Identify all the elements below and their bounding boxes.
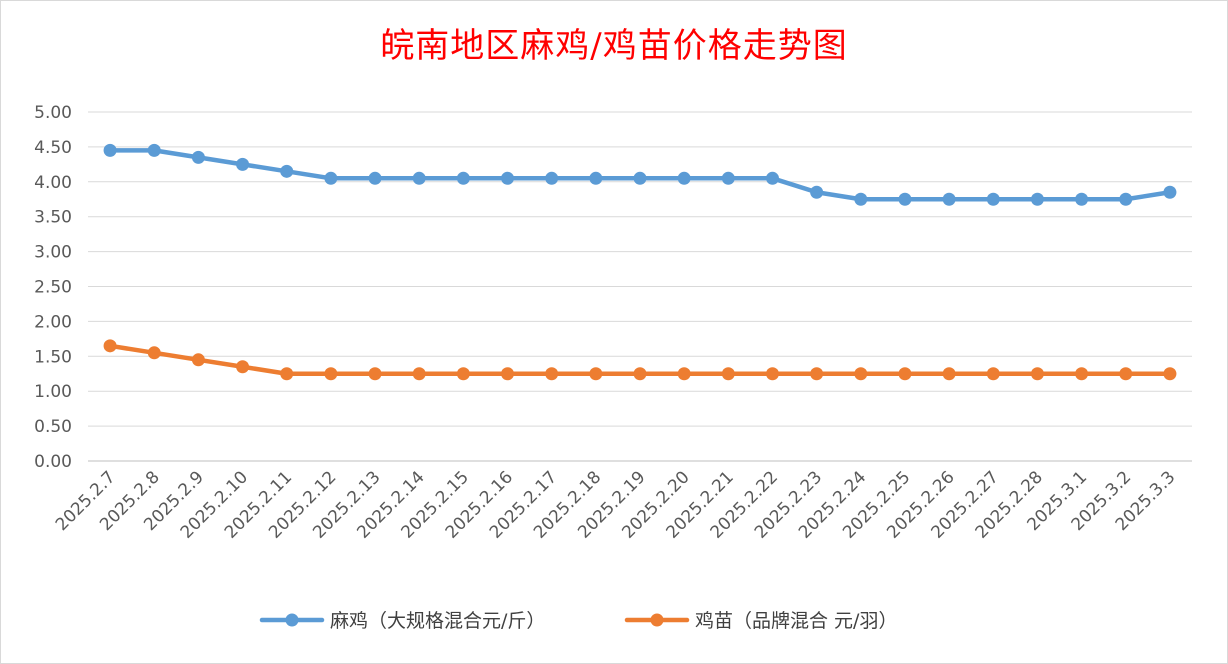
data-point xyxy=(898,192,912,206)
y-tick-label: 1.50 xyxy=(34,347,72,367)
data-point xyxy=(236,157,250,171)
data-point xyxy=(854,192,868,206)
data-point xyxy=(677,367,691,381)
data-point xyxy=(545,171,559,185)
data-point xyxy=(633,367,647,381)
data-point xyxy=(633,171,647,185)
data-point xyxy=(677,171,691,185)
data-point xyxy=(368,367,382,381)
y-tick-label: 1.00 xyxy=(34,382,72,402)
data-point xyxy=(810,185,824,199)
data-point xyxy=(986,192,1000,206)
data-point xyxy=(324,171,338,185)
data-point xyxy=(589,171,603,185)
data-point xyxy=(721,171,735,185)
data-point xyxy=(589,367,603,381)
data-point xyxy=(1163,185,1177,199)
y-tick-label: 2.00 xyxy=(34,312,72,332)
y-axis: 0.00 0.50 1.00 1.50 2.00 2.50 3.00 3.50 4.00 4.50… xyxy=(34,103,72,472)
data-point xyxy=(103,339,117,353)
data-point xyxy=(942,367,956,381)
y-tick-label: 4.50 xyxy=(34,138,72,158)
y-tick-label: 0.00 xyxy=(34,452,72,472)
data-point xyxy=(721,367,735,381)
data-point xyxy=(147,346,161,360)
data-point xyxy=(1119,367,1133,381)
series-2 xyxy=(103,339,1177,381)
legend-item: 鸡苗（品牌混合 元/羽） xyxy=(624,610,897,632)
legend-swatch-marker xyxy=(650,613,664,627)
data-point xyxy=(147,143,161,157)
data-point xyxy=(501,367,515,381)
y-tick-label: 3.00 xyxy=(34,243,72,263)
series-layer xyxy=(103,143,1177,381)
y-tick-label: 2.50 xyxy=(34,278,72,298)
grid-layer xyxy=(88,111,1192,462)
data-point xyxy=(412,367,426,381)
data-point xyxy=(368,171,382,185)
series-1 xyxy=(103,143,1177,206)
legend-label: 鸡苗（品牌混合 元/羽） xyxy=(695,610,897,632)
data-point xyxy=(1030,192,1044,206)
data-point xyxy=(986,367,1000,381)
data-point xyxy=(456,367,470,381)
data-point xyxy=(1119,192,1133,206)
x-axis: 2025.2.72025.2.82025.2.92025.2.102025.2.… xyxy=(52,467,1180,542)
legend-item: 麻鸡（大规格混合元/斤） xyxy=(259,610,545,632)
y-tick-label: 4.00 xyxy=(34,173,72,193)
y-tick-label: 3.50 xyxy=(34,208,72,228)
data-point xyxy=(898,367,912,381)
data-point xyxy=(942,192,956,206)
data-point xyxy=(545,367,559,381)
data-point xyxy=(280,164,294,178)
data-point xyxy=(765,171,779,185)
y-tick-label: 5.00 xyxy=(34,103,72,123)
data-point xyxy=(412,171,426,185)
data-point xyxy=(765,367,779,381)
data-point xyxy=(191,150,205,164)
chart-title: 皖南地区麻鸡/鸡苗价格走势图 xyxy=(380,26,848,66)
legend-swatch-marker xyxy=(285,613,299,627)
data-point xyxy=(103,143,117,157)
data-point xyxy=(1075,367,1089,381)
data-point xyxy=(1163,367,1177,381)
data-point xyxy=(1030,367,1044,381)
data-point xyxy=(191,353,205,367)
data-point xyxy=(501,171,515,185)
legend-label: 麻鸡（大规格混合元/斤） xyxy=(330,610,545,632)
y-tick-label: 0.50 xyxy=(34,417,72,437)
data-point xyxy=(456,171,470,185)
data-point xyxy=(280,367,294,381)
legend: 麻鸡（大规格混合元/斤） 鸡苗（品牌混合 元/羽） xyxy=(259,610,897,632)
data-point xyxy=(854,367,868,381)
data-point xyxy=(236,360,250,374)
data-point xyxy=(1075,192,1089,206)
data-point xyxy=(324,367,338,381)
data-point xyxy=(810,367,824,381)
